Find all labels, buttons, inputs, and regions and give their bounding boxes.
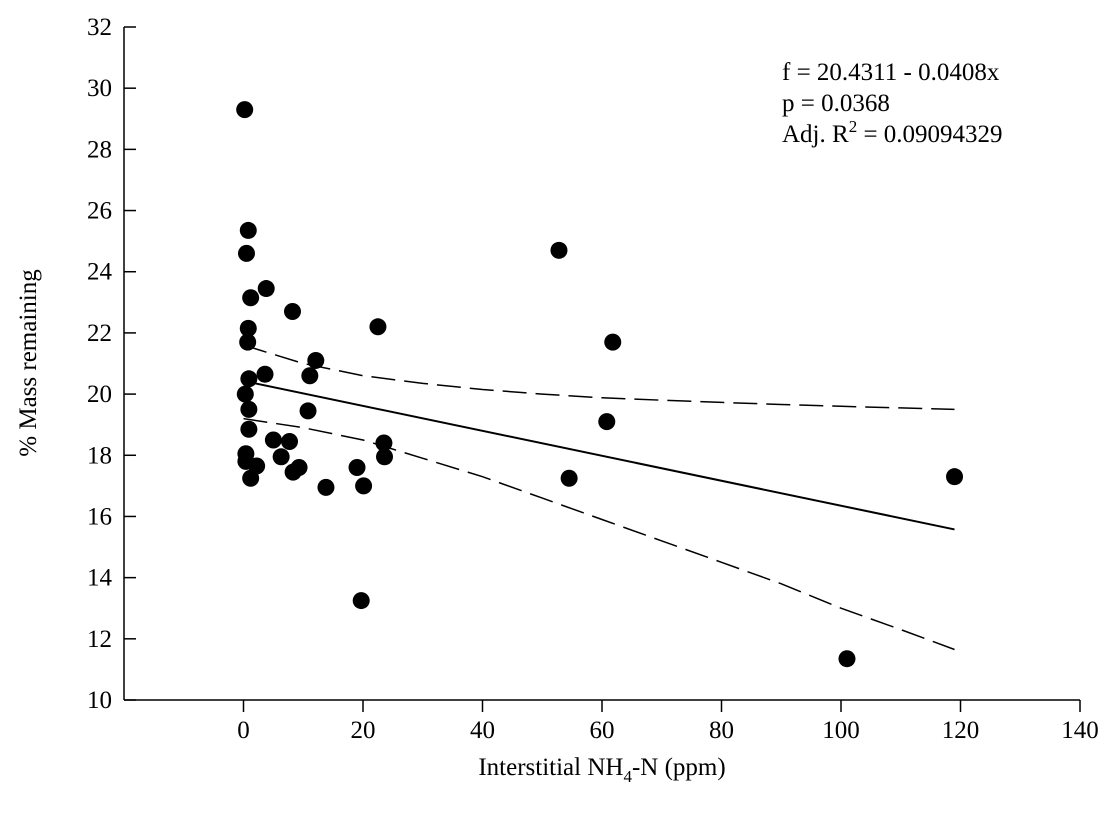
data-point: [239, 221, 257, 239]
annotation-r-squared: Adj. R2 = 0.09094329: [782, 117, 1003, 148]
data-point: [550, 241, 568, 259]
x-tick-label: 0: [237, 717, 250, 744]
x-axis-title-prefix: Interstitial NH: [478, 754, 623, 781]
data-point: [301, 367, 319, 385]
data-point: [240, 400, 258, 418]
y-tick-label: 32: [87, 14, 112, 41]
x-axis-title-suffix: -N (ppm): [632, 754, 726, 781]
y-ticks: 10 12 14 16 18 20 22 24 26 28 30 32: [87, 14, 136, 714]
data-point: [348, 459, 366, 477]
y-tick-label: 20: [87, 381, 112, 408]
x-tick-label: 140: [1061, 717, 1099, 744]
x-tick-label: 60: [590, 717, 615, 744]
data-point: [239, 333, 257, 351]
annotation-p-value: p = 0.0368: [782, 90, 890, 117]
data-point: [264, 431, 282, 449]
x-tick-label: 100: [822, 717, 860, 744]
annotation-r-squared-prefix: Adj. R: [782, 121, 849, 148]
annotation-r-squared-suffix: = 0.09094329: [857, 121, 1002, 148]
data-points: [236, 101, 964, 668]
data-point: [240, 370, 258, 388]
data-point: [946, 468, 964, 486]
x-axis-title: Interstitial NH4-N (ppm): [478, 754, 725, 786]
regression-line: [243, 379, 955, 531]
data-point: [290, 459, 308, 477]
data-point: [375, 434, 393, 452]
data-point: [281, 433, 299, 451]
y-tick-label: 24: [87, 259, 113, 286]
y-tick-label: 14: [87, 565, 113, 592]
data-point: [242, 289, 260, 307]
y-axis-title: % Mass remaining: [15, 269, 42, 457]
x-tick-label: 120: [942, 717, 980, 744]
data-point: [236, 385, 254, 403]
annotation-equation: f = 20.4311 - 0.0408x: [782, 59, 1000, 86]
ci-lower-line: [243, 417, 955, 651]
data-point: [257, 280, 275, 298]
annotation-r-squared-superscript: 2: [849, 117, 858, 136]
data-point: [317, 478, 335, 496]
data-point: [307, 351, 325, 369]
data-point: [352, 592, 370, 610]
data-point: [239, 319, 257, 337]
data-point: [237, 244, 255, 262]
y-tick-label: 16: [87, 503, 112, 530]
x-ticks: 0 20 40 60 80 100 120 140: [237, 700, 1099, 744]
data-point: [236, 101, 254, 119]
data-point: [355, 477, 373, 495]
data-point: [256, 365, 274, 383]
data-point: [560, 469, 578, 487]
fit-line: [243, 379, 955, 531]
data-point: [376, 448, 394, 466]
y-tick-label: 26: [87, 198, 112, 225]
x-axis-title-subscript: 4: [623, 767, 632, 786]
x-tick-label: 40: [470, 717, 495, 744]
data-point: [283, 302, 301, 320]
y-tick-label: 22: [87, 320, 112, 347]
y-tick-label: 30: [87, 75, 112, 102]
y-tick-label: 28: [87, 136, 112, 163]
regression-annotation: f = 20.4311 - 0.0408x p = 0.0368 Adj. R2…: [782, 59, 1003, 148]
y-tick-label: 18: [87, 442, 112, 469]
y-tick-label: 10: [87, 687, 112, 714]
data-point: [604, 333, 622, 351]
y-tick-label: 12: [87, 626, 112, 653]
data-point: [272, 448, 290, 466]
data-point: [299, 402, 317, 420]
x-tick-label: 80: [709, 717, 734, 744]
data-point: [240, 420, 258, 438]
confidence-bands: [243, 344, 955, 651]
data-point: [248, 457, 266, 475]
data-point: [838, 650, 856, 668]
data-point: [598, 413, 616, 431]
x-tick-label: 20: [351, 717, 376, 744]
ci-upper-line: [243, 344, 955, 411]
data-point: [369, 318, 387, 336]
